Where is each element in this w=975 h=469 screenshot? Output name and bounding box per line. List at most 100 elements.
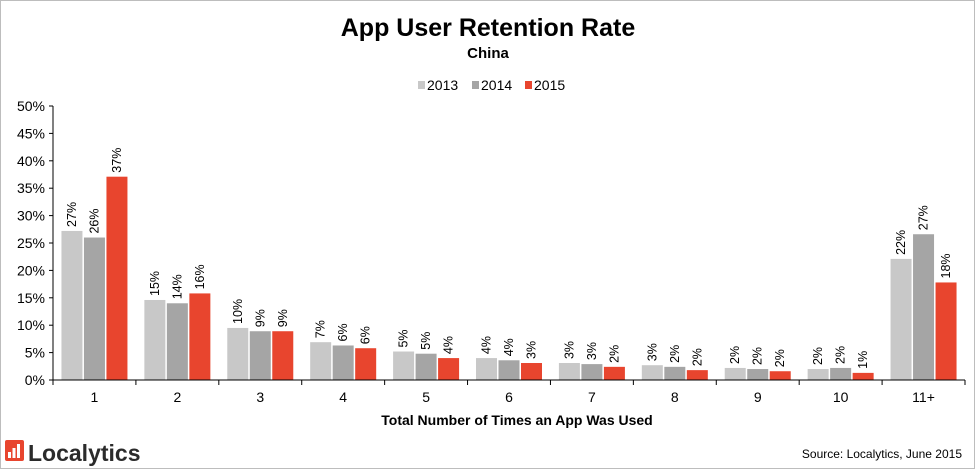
data-label-2015-5: 4%	[442, 336, 456, 354]
y-tick-label: 50%	[17, 98, 45, 114]
legend-label-2014: 2014	[481, 77, 512, 93]
data-label-2013-5: 5%	[397, 329, 411, 347]
bar-2014-6	[498, 360, 520, 380]
data-label-2013-2: 15%	[148, 271, 162, 296]
bars: 27% 26% 37% 15% 14% 16% 10% 9% 9% 7% 6% 6% 5% 5% 4% 4% 4…	[61, 148, 957, 380]
bar-2015-1	[106, 176, 128, 380]
bar-2013-4	[310, 342, 332, 380]
x-axis: 1 2 3 4 5 6 7 8 9 10 11+	[52, 379, 966, 405]
bar-2015-6	[521, 363, 542, 380]
bar-2015-7	[603, 366, 625, 380]
bar-2013-11+	[890, 258, 912, 380]
x-tick-label: 2	[173, 389, 181, 405]
x-tick-label: 6	[505, 389, 513, 405]
data-label-2015-6: 3%	[525, 341, 539, 359]
data-label-2013-10: 2%	[811, 347, 825, 365]
data-label-2015-4: 6%	[359, 326, 373, 344]
data-label-2013-1: 27%	[65, 202, 79, 227]
source-note: Source: Localytics, June 2015	[802, 447, 962, 461]
chart-subtitle: China	[467, 45, 509, 62]
data-label-2013-11+: 22%	[894, 230, 908, 255]
y-tick-label: 30%	[17, 208, 45, 224]
data-label-2013-7: 3%	[562, 341, 576, 359]
data-label-2015-2: 16%	[193, 264, 207, 289]
bar-2014-5	[415, 353, 437, 380]
bar-2013-1	[61, 230, 83, 380]
bar-2013-3	[227, 327, 249, 380]
data-label-2013-4: 7%	[314, 320, 328, 338]
data-label-2014-3: 9%	[253, 309, 267, 327]
x-tick-label: 5	[422, 389, 430, 405]
data-label-2014-10: 2%	[834, 346, 848, 364]
data-label-2015-8: 2%	[690, 348, 704, 366]
y-tick-label: 15%	[17, 290, 45, 306]
y-tick-label: 0%	[25, 372, 45, 388]
bar-2013-7	[558, 363, 580, 380]
chart-title: App User Retention Rate	[341, 14, 636, 42]
data-label-2014-9: 2%	[751, 347, 765, 365]
y-tick-label: 45%	[17, 125, 45, 141]
bar-2014-11+	[913, 234, 935, 380]
data-label-2013-3: 10%	[231, 299, 245, 324]
bar-2014-8	[664, 366, 686, 380]
bar-2013-9	[724, 367, 746, 380]
x-axis-label: Total Number of Times an App Was Used	[381, 412, 652, 428]
legend-label-2013: 2013	[427, 77, 458, 93]
x-tick-label: 7	[588, 389, 596, 405]
data-label-2014-1: 26%	[87, 208, 101, 233]
data-label-2015-1: 37%	[110, 148, 124, 173]
bar-2015-10	[852, 372, 874, 380]
bar-2015-9	[769, 371, 791, 380]
data-label-2014-7: 3%	[585, 342, 599, 360]
logo-bar	[12, 448, 16, 458]
localytics-logo: Localytics	[5, 440, 141, 466]
data-label-2014-11+: 27%	[917, 205, 931, 230]
x-tick-label: 1	[91, 389, 99, 405]
bar-2014-9	[747, 369, 769, 380]
y-tick-label: 10%	[17, 317, 45, 333]
data-label-2015-3: 9%	[276, 309, 290, 327]
bar-2014-2	[166, 303, 188, 380]
logo-text: Localytics	[28, 440, 141, 466]
x-tick-label: 9	[754, 389, 762, 405]
y-tick-label: 40%	[17, 153, 45, 169]
data-label-2015-7: 2%	[607, 345, 621, 363]
x-tick-label: 8	[671, 389, 679, 405]
bar-2014-4	[332, 345, 354, 380]
y-axis: 0% 5% 10% 15% 20% 25% 30% 35% 40% 45% 50%	[17, 98, 54, 388]
logo-bar	[8, 452, 11, 458]
bar-2013-10	[807, 369, 829, 380]
x-tick-label: 11+	[912, 389, 935, 405]
data-label-2013-9: 2%	[728, 346, 742, 364]
bar-2015-8	[686, 370, 708, 380]
bar-2015-2	[189, 293, 211, 380]
data-label-2014-2: 14%	[170, 274, 184, 299]
bar-2015-4	[355, 348, 377, 380]
bar-2013-5	[393, 351, 415, 380]
bar-2015-3	[272, 331, 294, 380]
bar-2014-7	[581, 364, 603, 380]
x-tick-label: 3	[256, 389, 264, 405]
bar-2015-11+	[935, 282, 957, 380]
x-tick-label: 10	[833, 389, 849, 405]
data-label-2014-5: 5%	[419, 332, 433, 350]
data-label-2013-6: 4%	[480, 336, 494, 354]
data-label-2015-11+: 18%	[939, 253, 953, 278]
y-tick-label: 25%	[17, 235, 45, 251]
data-label-2015-10: 1%	[856, 351, 870, 369]
legend-swatch-2014	[472, 81, 479, 89]
bar-2014-1	[83, 237, 105, 380]
data-label-2014-4: 6%	[336, 323, 350, 341]
y-tick-label: 35%	[17, 180, 45, 196]
logo-bar	[17, 444, 20, 458]
legend-swatch-2013	[418, 81, 425, 89]
bar-2013-6	[476, 358, 497, 380]
x-tick-label: 4	[339, 389, 347, 405]
legend: 2013 2014 2015	[418, 77, 565, 93]
localytics-logo-icon	[5, 440, 24, 461]
data-label-2013-8: 3%	[645, 343, 659, 361]
bar-2013-8	[641, 365, 663, 380]
bar-2014-3	[249, 331, 271, 380]
legend-label-2015: 2015	[534, 77, 565, 93]
